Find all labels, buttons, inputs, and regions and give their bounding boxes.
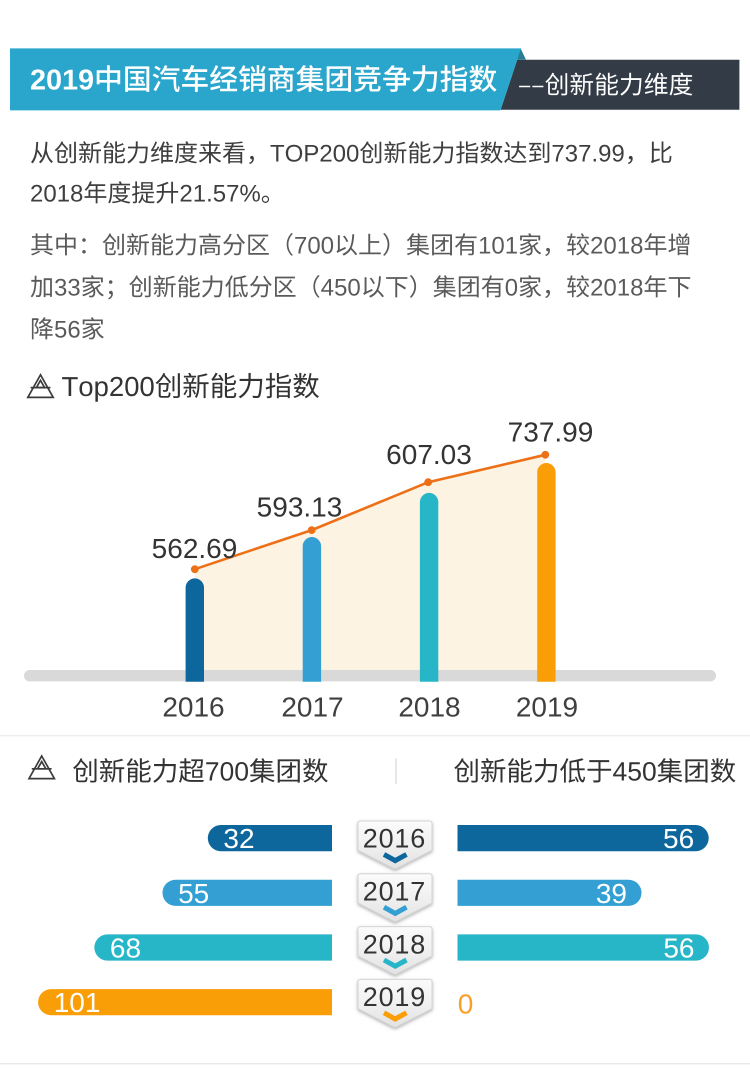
svg-text:68: 68 <box>110 933 141 964</box>
svg-text:737.99: 737.99 <box>508 417 594 448</box>
svg-text:2016: 2016 <box>363 824 426 854</box>
svg-text:55: 55 <box>178 878 209 909</box>
svg-text:2016: 2016 <box>162 692 224 723</box>
svg-text:562.69: 562.69 <box>152 533 238 564</box>
svg-text:56: 56 <box>663 823 694 854</box>
svg-text:32: 32 <box>223 823 254 854</box>
svg-text:56: 56 <box>663 933 694 964</box>
svg-text:2017: 2017 <box>281 692 343 723</box>
svg-text:0: 0 <box>458 989 474 1020</box>
svg-text:607.03: 607.03 <box>386 439 472 470</box>
svg-text:101: 101 <box>54 987 101 1018</box>
svg-text:2018: 2018 <box>398 692 460 723</box>
svg-text:593.13: 593.13 <box>257 492 343 523</box>
svg-text:2017: 2017 <box>363 877 426 907</box>
svg-text:2019: 2019 <box>516 692 578 723</box>
svg-text:2019: 2019 <box>363 982 426 1012</box>
svg-text:39: 39 <box>596 878 627 909</box>
svg-text:2018: 2018 <box>363 929 426 959</box>
